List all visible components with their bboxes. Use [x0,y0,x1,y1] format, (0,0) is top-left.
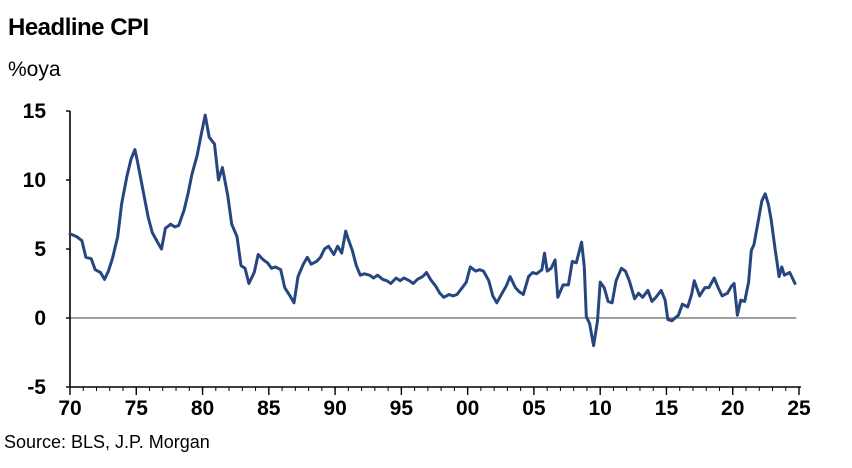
x-tick-label: 10 [589,397,612,420]
y-tick-label: 15 [23,100,47,123]
y-tick-label: 10 [23,169,46,192]
cpi-series-line [68,113,797,348]
y-tick-label: 0 [34,307,46,330]
chart-unit-label: %oya [8,58,61,81]
x-tick-label: 85 [257,397,281,420]
x-tick-label: 80 [191,397,214,420]
x-tick-label: 05 [522,397,546,420]
chart-series [68,113,797,348]
chart-title: Headline CPI [8,14,149,41]
x-tick-label: 00 [456,397,479,420]
x-tick-label: 20 [721,397,744,420]
x-tick-label: 70 [58,397,81,420]
x-tick-label: 75 [125,397,149,420]
x-tick-label: 15 [655,397,679,420]
chart-axes: 15 10 5 0 -5 70 75 80 85 90 95 00 05 10 15 20 25 [23,100,811,420]
chart-source: Source: BLS, J.P. Morgan [4,432,210,452]
x-tick-label: 25 [787,397,811,420]
x-tick-label: 95 [390,397,414,420]
x-tick-label: 90 [323,397,346,420]
y-tick-label: 5 [34,238,46,261]
y-tick-label: -5 [27,376,46,399]
